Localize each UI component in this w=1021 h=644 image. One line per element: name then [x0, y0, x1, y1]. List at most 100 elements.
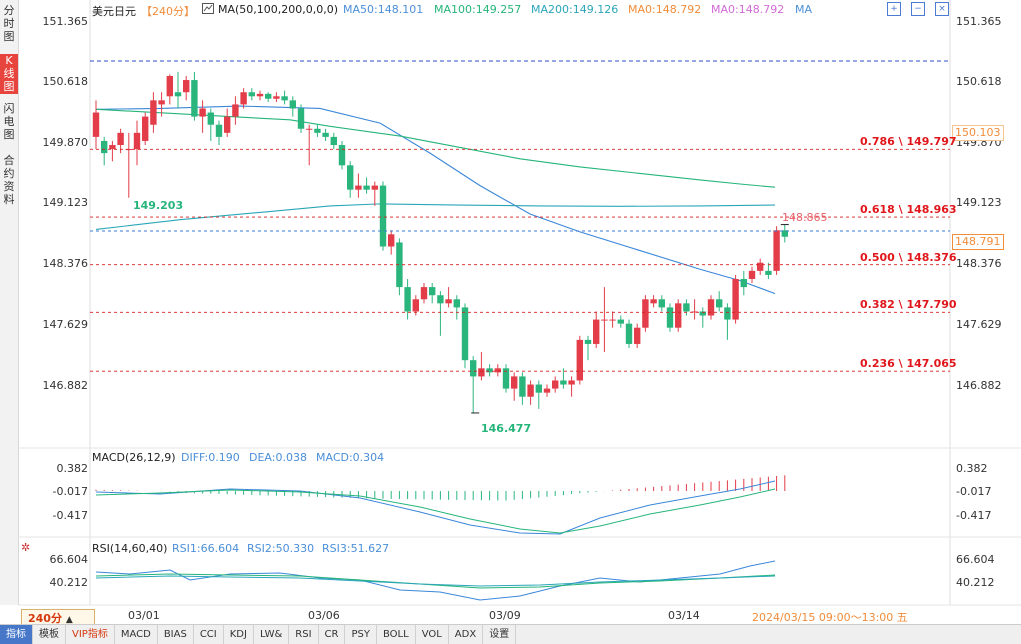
- toolbar-vip[interactable]: VIP指标: [66, 625, 115, 644]
- rsi3-line: [95, 575, 776, 587]
- candle-body: [117, 132, 124, 146]
- macd-diff: DIFF:0.190: [181, 451, 240, 464]
- macd-dea-line: [95, 488, 776, 534]
- candle-body: [379, 185, 387, 247]
- candle-body: [642, 299, 649, 328]
- candle-body: [388, 234, 395, 247]
- candle-body: [396, 242, 403, 288]
- close-panel-icon[interactable]: ×: [935, 2, 949, 16]
- toolbar-indicators[interactable]: 指标: [0, 625, 33, 644]
- rsi1-line: [95, 560, 776, 601]
- candle-body: [330, 136, 337, 146]
- fib-label: 0.618 \ 148.963: [860, 203, 957, 216]
- toolbar-kdj[interactable]: KDJ: [224, 625, 254, 644]
- macd-tick: -0.417: [52, 509, 88, 522]
- date-tick: 03/06: [308, 609, 340, 622]
- macd-title[interactable]: MACD(26,12,9): [92, 451, 176, 464]
- candle-body: [109, 145, 116, 150]
- candle-body: [601, 319, 608, 321]
- macd-tick-right: 0.382: [956, 462, 988, 475]
- candle-body: [732, 278, 739, 320]
- rsi-tick: 40.212: [49, 576, 89, 589]
- toolbar-vol[interactable]: VOL: [416, 625, 449, 644]
- candle-body: [101, 140, 108, 154]
- candle-body: [445, 299, 452, 304]
- toolbar-lw[interactable]: LW&: [254, 625, 290, 644]
- tab-flash-chart[interactable]: 闪电图: [3, 102, 15, 141]
- toolbar-cci[interactable]: CCI: [194, 625, 224, 644]
- price-tick: 149.870: [42, 136, 89, 149]
- toolbar-cr[interactable]: CR: [319, 625, 346, 644]
- candle-body: [625, 323, 633, 344]
- ma-extra-value: MA: [795, 3, 813, 16]
- sun-icon[interactable]: ✲: [21, 541, 31, 554]
- price-tick: 147.629: [42, 318, 89, 331]
- candle-body: [511, 376, 518, 389]
- toolbar-boll[interactable]: BOLL: [377, 625, 416, 644]
- candle-body: [748, 270, 756, 279]
- candle-body: [699, 311, 706, 316]
- triangle-up-icon: ▲: [65, 615, 73, 625]
- rsi3-value: RSI3:51.627: [322, 542, 390, 555]
- start-marker-label: 149.203: [133, 199, 184, 212]
- ma-settings-icon[interactable]: [202, 3, 214, 16]
- toolbar-adx[interactable]: ADX: [449, 625, 484, 644]
- candle-body: [634, 327, 641, 344]
- candle-body: [207, 112, 214, 125]
- candle-body: [560, 380, 567, 385]
- tab-kline-chart[interactable]: K线图: [0, 54, 18, 94]
- candle-body: [740, 278, 747, 288]
- toolbar-settings[interactable]: 设置: [483, 625, 517, 644]
- candle-body: [461, 307, 469, 361]
- toolbar-rsi[interactable]: RSI: [289, 625, 319, 644]
- candle-body: [355, 185, 362, 190]
- fib-label: 0.236 \ 147.065: [860, 357, 957, 370]
- candle-body: [609, 319, 616, 321]
- candle-body: [363, 185, 370, 190]
- candle-body: [535, 384, 542, 393]
- candle-body: [707, 299, 715, 316]
- price-tick: 148.376: [42, 257, 89, 270]
- indicator-toolbar: 指标 模板 VIP指标 MACD BIAS CCI KDJ LW& RSI CR…: [0, 624, 1021, 644]
- candle-body: [773, 230, 780, 271]
- candle-body: [617, 319, 624, 324]
- candle-body: [199, 108, 206, 117]
- rsi-title[interactable]: RSI(14,60,40): [92, 542, 168, 555]
- macd-tick-right: -0.417: [956, 509, 992, 522]
- collapse-panel-icon[interactable]: −: [911, 2, 925, 16]
- ma-settings[interactable]: MA(50,100,200,0,0,0): [218, 3, 339, 16]
- candle-body: [240, 92, 247, 105]
- candle-body: [248, 92, 255, 97]
- rsi2-value: RSI2:50.330: [247, 542, 315, 555]
- high-marker-label: 148.865: [782, 211, 828, 224]
- fib-label: 0.382 \ 147.790: [860, 298, 957, 311]
- period-selector[interactable]: 240分 ▲: [21, 609, 95, 625]
- tab-contract-info[interactable]: 合约资料: [3, 154, 15, 206]
- candle-body: [404, 287, 411, 312]
- fib-label: 0.786 \ 149.797: [860, 135, 957, 148]
- candle-body: [314, 128, 321, 133]
- candle-body: [666, 307, 674, 328]
- toolbar-bias[interactable]: BIAS: [158, 625, 194, 644]
- current-price-tag: 148.791: [952, 234, 1004, 250]
- price-tick-right: 150.618: [956, 75, 1002, 88]
- candle-body: [273, 96, 280, 99]
- rsi2-line: [95, 573, 776, 589]
- candle-body: [224, 116, 231, 133]
- candle-body: [593, 319, 600, 344]
- candle-body: [256, 93, 264, 97]
- candle-body: [306, 128, 313, 130]
- toolbar-templates[interactable]: 模板: [33, 625, 66, 644]
- ma100-value: MA100:149.257: [434, 3, 522, 16]
- price-tick: 150.618: [42, 75, 89, 88]
- candle-body: [174, 92, 182, 97]
- candle-body: [191, 80, 198, 117]
- ma-price-tag: 150.103: [952, 125, 1004, 141]
- add-panel-icon[interactable]: +: [887, 2, 901, 16]
- tab-time-chart[interactable]: 分时图: [3, 4, 15, 43]
- toolbar-macd[interactable]: MACD: [115, 625, 158, 644]
- candle-body: [486, 368, 493, 373]
- toolbar-psy[interactable]: PSY: [345, 625, 377, 644]
- price-tick-right: 146.882: [956, 379, 1002, 392]
